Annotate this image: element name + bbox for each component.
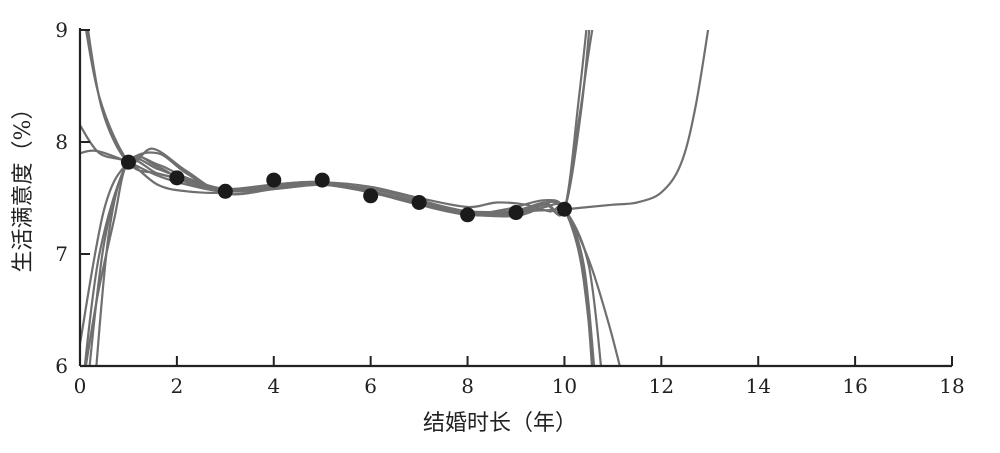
y-tick-label: 6 bbox=[55, 354, 68, 378]
fit-curve-6 bbox=[83, 30, 594, 366]
x-tick-label: 4 bbox=[267, 374, 280, 398]
fit-curve-2 bbox=[86, 30, 595, 366]
axes bbox=[78, 28, 953, 368]
fit-curve-7 bbox=[88, 30, 591, 366]
data-point bbox=[314, 172, 330, 188]
data-point bbox=[508, 205, 524, 221]
data-point bbox=[120, 154, 136, 170]
x-tick-label: 0 bbox=[74, 374, 87, 398]
y-tick-label: 9 bbox=[55, 18, 68, 42]
tick-labels: 0 2 4 6 8 10 12 14 16 18 6 7 8 9 bbox=[55, 18, 964, 398]
x-tick-label: 12 bbox=[649, 374, 674, 398]
y-tick-label: 8 bbox=[55, 130, 68, 154]
y-axis-title: 生活满意度（%） bbox=[11, 98, 36, 273]
data-point bbox=[169, 170, 185, 186]
fit-curve-1 bbox=[84, 30, 594, 366]
fit-curve-9 bbox=[80, 30, 710, 214]
x-axis-title: 结婚时长（年） bbox=[423, 411, 577, 436]
x-tick-label: 10 bbox=[552, 374, 577, 398]
data-point bbox=[411, 194, 427, 210]
x-tick-label: 16 bbox=[842, 374, 867, 398]
data-point bbox=[217, 183, 233, 199]
x-tick-label: 8 bbox=[461, 374, 474, 398]
data-point bbox=[460, 207, 476, 223]
fit-curve-8 bbox=[95, 30, 588, 366]
data-point bbox=[556, 201, 572, 217]
x-tick-label: 2 bbox=[171, 374, 184, 398]
data-point bbox=[363, 188, 379, 204]
x-tick-label: 18 bbox=[939, 374, 964, 398]
x-tick-label: 14 bbox=[745, 374, 770, 398]
x-tick-label: 6 bbox=[364, 374, 377, 398]
y-tick-label: 7 bbox=[55, 242, 68, 266]
data-point bbox=[266, 172, 282, 188]
fit-curve-5 bbox=[84, 159, 621, 366]
data-points bbox=[120, 154, 572, 223]
fit-curves bbox=[80, 30, 710, 366]
